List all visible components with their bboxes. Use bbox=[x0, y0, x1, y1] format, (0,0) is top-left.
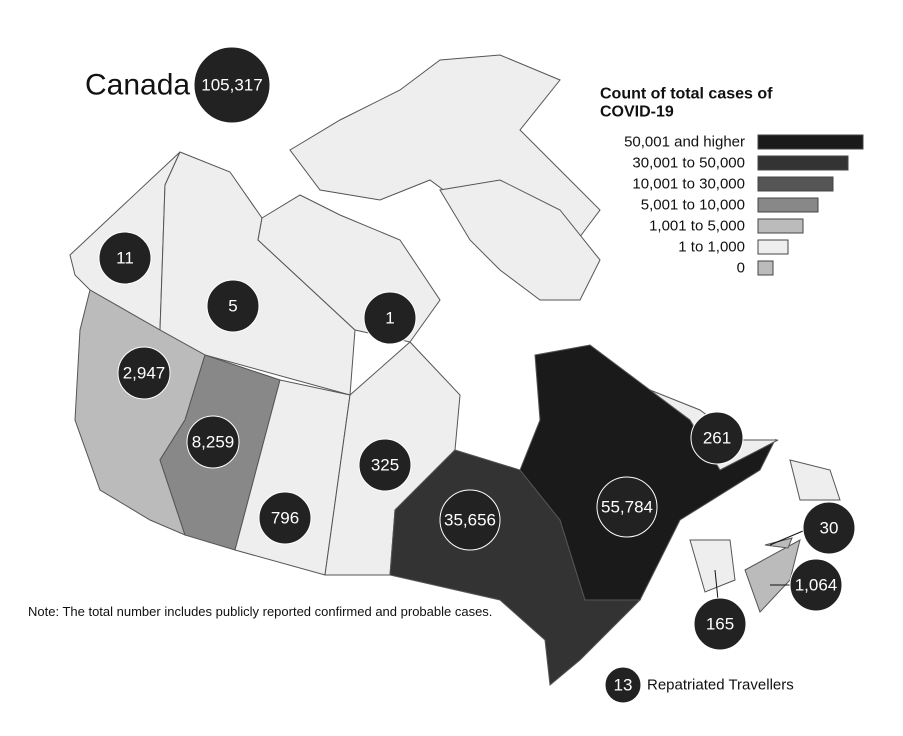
legend-label: 50,001 and higher bbox=[624, 134, 745, 151]
region-bubble bbox=[693, 597, 747, 651]
legend-swatch bbox=[757, 176, 834, 192]
region-bubble bbox=[186, 415, 240, 469]
legend-label: 10,001 to 30,000 bbox=[632, 176, 745, 193]
repatriated-count: 13 bbox=[614, 676, 633, 695]
newfoundland-shape bbox=[789, 459, 841, 501]
region-bubble bbox=[363, 291, 417, 345]
legend-swatch bbox=[757, 239, 789, 255]
region-count: 5 bbox=[228, 297, 237, 316]
map-title: Canada bbox=[85, 69, 190, 102]
region-bubble bbox=[439, 489, 501, 551]
region-bubble bbox=[98, 231, 152, 285]
nb-shape bbox=[689, 539, 736, 593]
legend-title: Count of total cases of bbox=[600, 86, 773, 103]
region-count: 261 bbox=[703, 429, 731, 448]
legend-swatch bbox=[757, 260, 774, 276]
region-count: 2,947 bbox=[123, 364, 166, 383]
region-count: 1,064 bbox=[795, 576, 838, 595]
region-count: 35,656 bbox=[444, 511, 496, 530]
legend: 50,001 and higher 30,001 to 50,000 10,001 … bbox=[624, 134, 864, 277]
region-count: 1 bbox=[385, 309, 394, 328]
repatriated-bubble bbox=[604, 666, 642, 704]
legend-label: 0 bbox=[737, 260, 745, 277]
region-bubble bbox=[789, 558, 843, 612]
total-bubble bbox=[193, 46, 271, 124]
region-bubble bbox=[690, 411, 744, 465]
nwt-shape bbox=[159, 151, 356, 396]
legend-label: 30,001 to 50,000 bbox=[632, 155, 745, 172]
pei-shape bbox=[764, 537, 793, 549]
region-bubble bbox=[802, 501, 856, 555]
region-bubble bbox=[117, 346, 171, 400]
repatriated-label: Repatriated Travellers bbox=[647, 677, 794, 694]
note: Note: The total number includes publicly… bbox=[28, 604, 493, 619]
region-bubble bbox=[258, 491, 312, 545]
baffin-island bbox=[439, 179, 601, 301]
legend-label: 5,001 to 10,000 bbox=[641, 197, 745, 214]
region-bubbles: 11 5 1 2,947 8,259 796 325 35,656 55,784 261 30 1,0… bbox=[98, 231, 856, 651]
leader-line bbox=[714, 569, 719, 601]
region-count: 325 bbox=[371, 456, 399, 475]
legend-swatch bbox=[757, 218, 804, 234]
region-bubble bbox=[206, 279, 260, 333]
legend-label: 1 to 1,000 bbox=[678, 239, 745, 256]
region-count: 30 bbox=[820, 519, 839, 538]
region-bubble bbox=[358, 438, 412, 492]
region-count: 11 bbox=[116, 249, 134, 268]
region-count: 55,784 bbox=[601, 498, 653, 517]
region-count: 796 bbox=[271, 509, 299, 528]
legend-label: 1,001 to 5,000 bbox=[649, 218, 745, 235]
legend-swatch bbox=[757, 134, 864, 150]
legend-swatch bbox=[757, 197, 819, 213]
region-count: 8,259 bbox=[192, 433, 235, 452]
region-bubble bbox=[596, 476, 658, 538]
legend-title: COVID-19 bbox=[600, 104, 674, 121]
region-count: 165 bbox=[706, 615, 734, 634]
total-label: 105,317 bbox=[201, 76, 262, 95]
legend-swatch bbox=[757, 155, 849, 171]
